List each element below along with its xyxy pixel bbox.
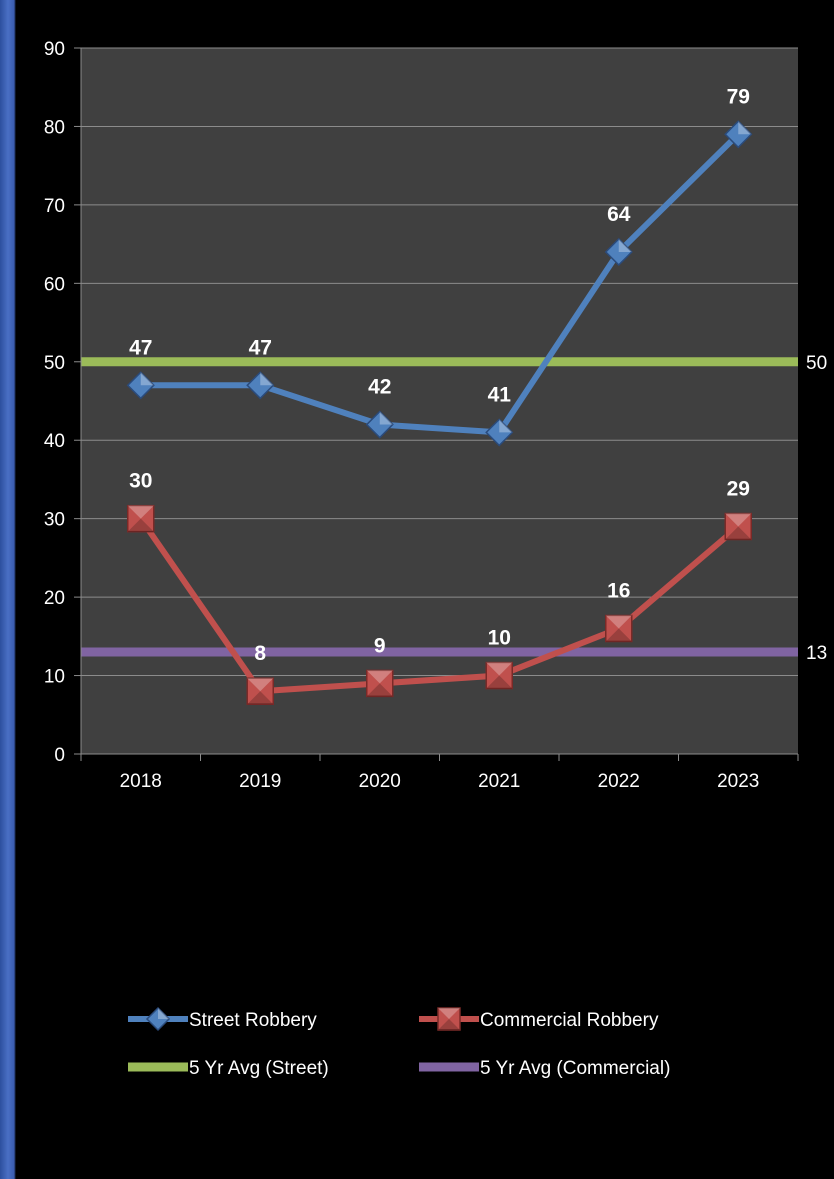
gridlines [81, 47, 798, 677]
x-tick-label: 2018 [120, 771, 162, 792]
legend-item: 5 Yr Avg (Street) [128, 1058, 329, 1079]
data-label: 29 [727, 478, 750, 501]
diamond-marker-highlight [260, 372, 274, 386]
data-label: 47 [129, 336, 152, 359]
data-label: 10 [488, 627, 511, 650]
diamond-marker [604, 237, 633, 267]
square-marker-shape [246, 677, 274, 705]
square-marker-shape [605, 614, 633, 643]
series-line [140, 132, 741, 436]
x-tick-label: 2019 [239, 771, 281, 792]
data-label: 42 [368, 376, 391, 399]
square-marker-shade [725, 526, 752, 540]
diamond-marker [485, 418, 514, 447]
diamond-marker-highlight [618, 238, 632, 252]
square-marker-shade [605, 628, 632, 642]
diamond-marker-shape [604, 237, 633, 267]
diamond-marker-shape [145, 1006, 171, 1032]
square-marker [246, 677, 274, 705]
y-tick-label: 70 [44, 196, 65, 217]
diamond-marker [126, 371, 155, 400]
square-marker-highlight [127, 505, 154, 519]
x-tick-label: 2022 [598, 771, 640, 792]
legend-item: Street Robbery [128, 1006, 317, 1032]
diamond-marker-highlight [158, 1008, 169, 1019]
square-marker-shade [366, 683, 393, 697]
data-label: 41 [488, 383, 512, 406]
legend-label: Street Robbery [189, 1010, 317, 1031]
data-label: 30 [129, 470, 152, 493]
square-marker-shape [724, 512, 752, 541]
square-marker-shape [437, 1007, 461, 1031]
square-marker-highlight [486, 662, 513, 676]
chart-frame: 50 13 0 10 20 30 40 50 60 70 80 90 2018 2019 2020 2021… [16, 12, 834, 1179]
y-tick-label: 10 [44, 667, 65, 688]
square-marker-shape [366, 669, 394, 698]
diamond-marker [365, 410, 394, 439]
y-tick-label: 80 [44, 117, 65, 138]
diamond-marker-highlight [379, 411, 393, 425]
series-lines [126, 120, 753, 705]
square-marker-highlight [438, 1008, 460, 1019]
square-marker-shade [486, 675, 513, 689]
reference-line-label: 50 [806, 353, 827, 374]
y-tick-label: 20 [44, 588, 65, 609]
plot-area [81, 48, 798, 754]
line-chart: 50 13 0 10 20 30 40 50 60 70 80 90 2018 2019 2020 2021… [44, 39, 827, 1079]
legend-item: 5 Yr Avg (Commercial) [419, 1058, 670, 1079]
diamond-marker [145, 1006, 171, 1032]
diamond-marker-shape [485, 418, 514, 447]
x-tick-label: 2023 [717, 771, 759, 792]
diamond-marker-shape [724, 120, 753, 149]
data-label: 79 [727, 85, 750, 108]
y-tick-label: 40 [44, 431, 65, 452]
data-label: 64 [607, 203, 631, 226]
data-label: 9 [374, 634, 386, 657]
legend: Street Robbery Commercial Robbery 5 Yr Avg… [128, 1006, 670, 1079]
square-marker-highlight [725, 513, 752, 527]
diamond-marker [724, 120, 753, 149]
square-marker-shape [127, 504, 155, 533]
square-marker [485, 661, 513, 690]
diamond-marker-highlight [738, 121, 752, 135]
y-tick-label: 0 [54, 745, 65, 766]
square-marker-shade [247, 691, 274, 705]
y-tick-label: 30 [44, 510, 65, 531]
series-line [138, 516, 741, 695]
axes: 0 10 20 30 40 50 60 70 80 90 2018 2019 2020 2021 2022 2… [44, 39, 799, 792]
data-label: 47 [249, 336, 272, 359]
x-tick-label: 2021 [478, 771, 520, 792]
diamond-marker-highlight [499, 419, 513, 433]
square-marker-highlight [605, 615, 632, 629]
diamond-marker-shape [246, 371, 275, 400]
square-marker [127, 504, 155, 533]
data-labels: 47 47 42 41 64 79 30 8 9 10 16 29 [129, 85, 750, 665]
reference-line-label: 13 [806, 643, 827, 664]
data-label: 16 [607, 579, 630, 602]
square-marker-highlight [247, 678, 274, 692]
legend-item: Commercial Robbery [419, 1007, 659, 1031]
diamond-marker-highlight [140, 372, 154, 386]
y-tick-label: 60 [44, 274, 65, 295]
square-marker [437, 1007, 461, 1031]
legend-label: 5 Yr Avg (Commercial) [480, 1058, 670, 1079]
y-tick-label: 90 [44, 39, 65, 60]
diamond-marker-shape [126, 371, 155, 400]
square-marker-shade [438, 1019, 460, 1030]
square-marker-shade [127, 518, 154, 532]
y-tick-label: 50 [44, 353, 65, 374]
diamond-marker-shape [365, 410, 394, 439]
legend-label: 5 Yr Avg (Street) [189, 1058, 329, 1079]
square-marker-highlight [366, 670, 393, 684]
square-marker [366, 669, 394, 698]
x-tick-label: 2020 [359, 771, 401, 792]
diamond-marker [246, 371, 275, 400]
square-marker [724, 512, 752, 541]
square-marker [605, 614, 633, 643]
data-label: 8 [254, 642, 266, 665]
square-marker-shape [485, 661, 513, 690]
legend-label: Commercial Robbery [480, 1010, 659, 1031]
reference-lines: 50 13 [81, 353, 827, 664]
